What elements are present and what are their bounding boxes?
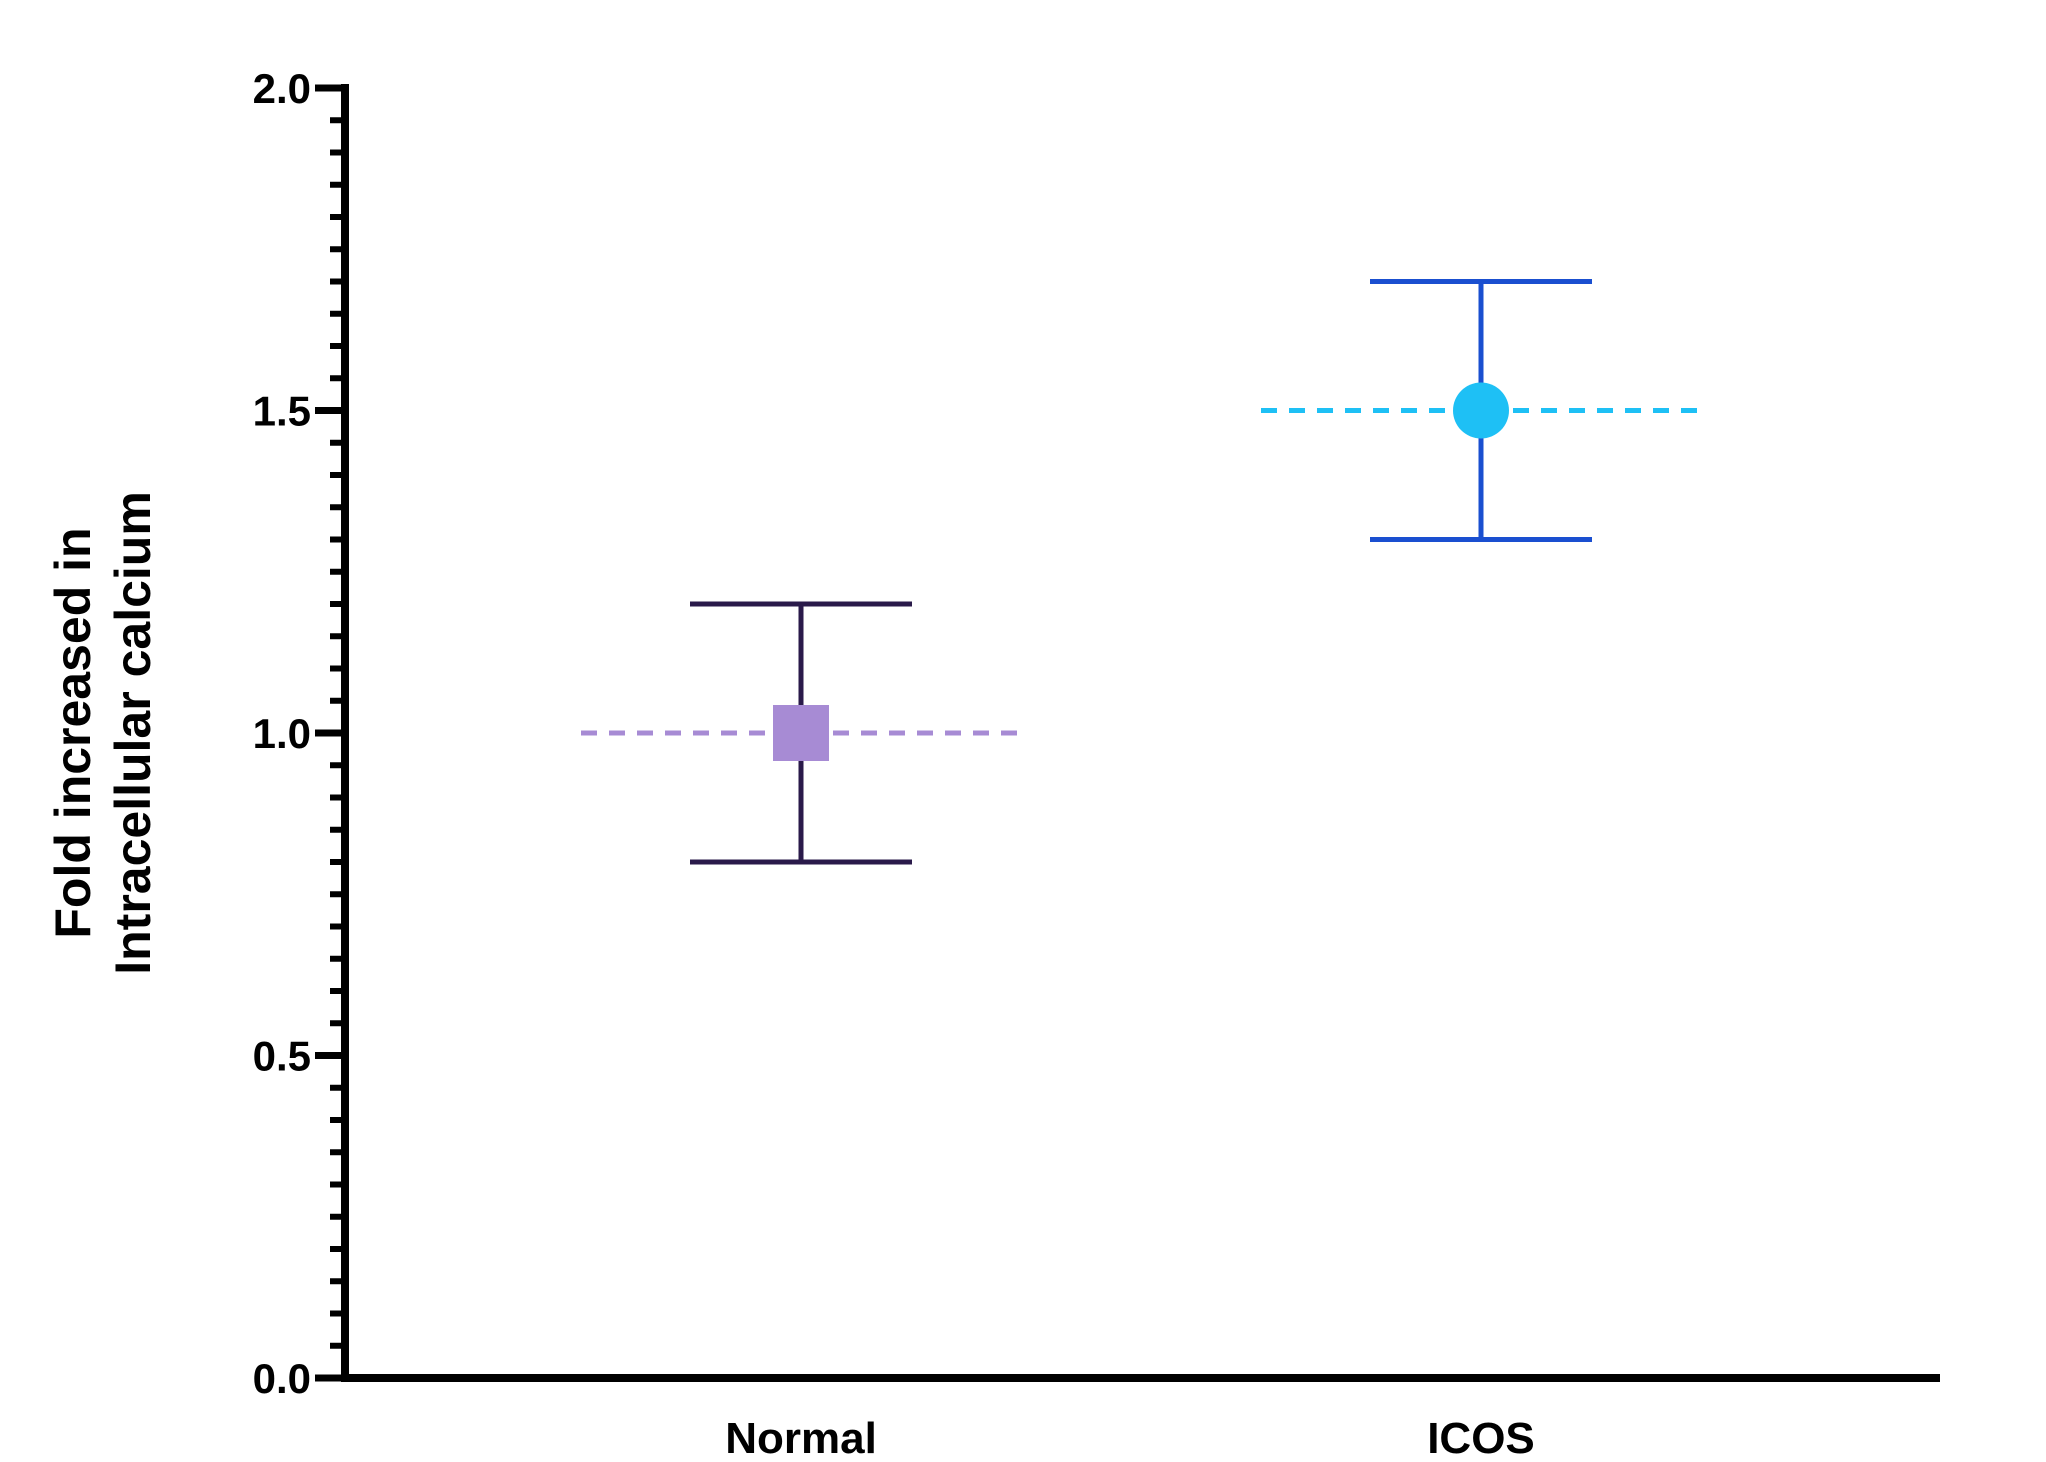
series-icos [1261,279,1701,542]
x-category-label: ICOS [1427,1414,1535,1462]
data-point-circle [1453,382,1509,439]
y-axis-tick-labels: 0.0 0.5 1.0 1.5 2.0 [253,65,311,1402]
y-axis-title-line-1: Fold increased in [45,527,101,938]
axes [341,84,1940,1382]
x-category-label: Normal [725,1414,877,1462]
y-tick-label: 1.0 [253,710,311,757]
y-tick-label: 2.0 [253,65,311,112]
data-point-square [773,705,829,761]
y-tick-label: 0.5 [253,1033,311,1080]
x-axis-category-labels: Normal ICOS [725,1414,1535,1462]
y-axis-title: Fold increased in Intracellular calcium [45,491,161,975]
y-tick-label: 0.0 [253,1355,311,1402]
y-axis-ticks [315,84,345,1382]
y-axis-title-line-2: Intracellular calcium [105,491,161,975]
series-normal [581,601,1021,865]
data-marks [581,279,1701,865]
y-tick-label: 1.5 [253,388,311,435]
